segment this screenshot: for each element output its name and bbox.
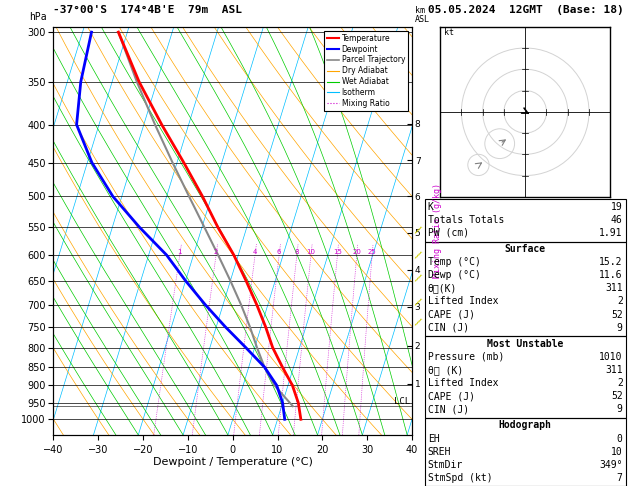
Text: EH: EH	[428, 434, 440, 444]
Text: Hodograph: Hodograph	[499, 420, 552, 431]
Text: Lifted Index: Lifted Index	[428, 296, 498, 307]
Text: Lifted Index: Lifted Index	[428, 378, 498, 388]
Text: /: /	[413, 297, 421, 308]
Legend: Temperature, Dewpoint, Parcel Trajectory, Dry Adiabat, Wet Adiabat, Isotherm, Mi: Temperature, Dewpoint, Parcel Trajectory…	[324, 31, 408, 111]
Text: θᴄ(K): θᴄ(K)	[428, 283, 457, 294]
Text: Mixing Ratio (g/kg): Mixing Ratio (g/kg)	[433, 183, 442, 278]
Text: SREH: SREH	[428, 447, 451, 457]
Text: StmSpd (kt): StmSpd (kt)	[428, 473, 493, 483]
Text: 11.6: 11.6	[599, 270, 623, 280]
Text: -37°00'S  174°4B'E  79m  ASL: -37°00'S 174°4B'E 79m ASL	[53, 4, 242, 15]
Text: 10: 10	[611, 447, 623, 457]
Text: /: /	[413, 273, 421, 283]
Text: 4: 4	[253, 249, 257, 255]
Text: hPa: hPa	[30, 12, 47, 22]
Text: CIN (J): CIN (J)	[428, 323, 469, 333]
Text: 311: 311	[605, 283, 623, 294]
Text: CAPE (J): CAPE (J)	[428, 310, 475, 320]
Text: θᴄ (K): θᴄ (K)	[428, 365, 463, 375]
X-axis label: Dewpoint / Temperature (°C): Dewpoint / Temperature (°C)	[153, 457, 313, 468]
Text: 9: 9	[617, 404, 623, 415]
Text: PW (cm): PW (cm)	[428, 228, 469, 238]
Text: 2: 2	[214, 249, 218, 255]
Text: 6: 6	[277, 249, 281, 255]
Text: Most Unstable: Most Unstable	[487, 339, 564, 349]
Text: Dewp (°C): Dewp (°C)	[428, 270, 481, 280]
Text: km
ASL: km ASL	[415, 6, 430, 24]
Text: /: /	[413, 317, 421, 328]
Text: Totals Totals: Totals Totals	[428, 215, 504, 225]
Text: 0: 0	[617, 434, 623, 444]
Text: 311: 311	[605, 365, 623, 375]
Text: 20: 20	[352, 249, 361, 255]
Text: 15: 15	[333, 249, 342, 255]
Text: CIN (J): CIN (J)	[428, 404, 469, 415]
Text: 25: 25	[368, 249, 377, 255]
Text: K: K	[428, 202, 433, 212]
Text: 1.91: 1.91	[599, 228, 623, 238]
Text: 1010: 1010	[599, 352, 623, 362]
Text: 8: 8	[294, 249, 299, 255]
Text: 05.05.2024  12GMT  (Base: 18): 05.05.2024 12GMT (Base: 18)	[428, 4, 623, 15]
Text: 52: 52	[611, 391, 623, 401]
Text: /: /	[413, 250, 421, 260]
Text: 46: 46	[611, 215, 623, 225]
Text: 10: 10	[306, 249, 316, 255]
Text: 2: 2	[617, 296, 623, 307]
Text: kt: kt	[445, 28, 454, 37]
Text: Temp (°C): Temp (°C)	[428, 257, 481, 267]
Text: Pressure (mb): Pressure (mb)	[428, 352, 504, 362]
Text: /: /	[413, 225, 421, 235]
Text: 7: 7	[617, 473, 623, 483]
Text: 15.2: 15.2	[599, 257, 623, 267]
Text: 19: 19	[611, 202, 623, 212]
Text: 2: 2	[617, 378, 623, 388]
Text: 1: 1	[177, 249, 182, 255]
Text: LCL: LCL	[394, 397, 409, 406]
Text: CAPE (J): CAPE (J)	[428, 391, 475, 401]
Text: 9: 9	[617, 323, 623, 333]
Text: 349°: 349°	[599, 460, 623, 470]
Text: StmDir: StmDir	[428, 460, 463, 470]
Text: Surface: Surface	[504, 244, 546, 254]
Text: 52: 52	[611, 310, 623, 320]
